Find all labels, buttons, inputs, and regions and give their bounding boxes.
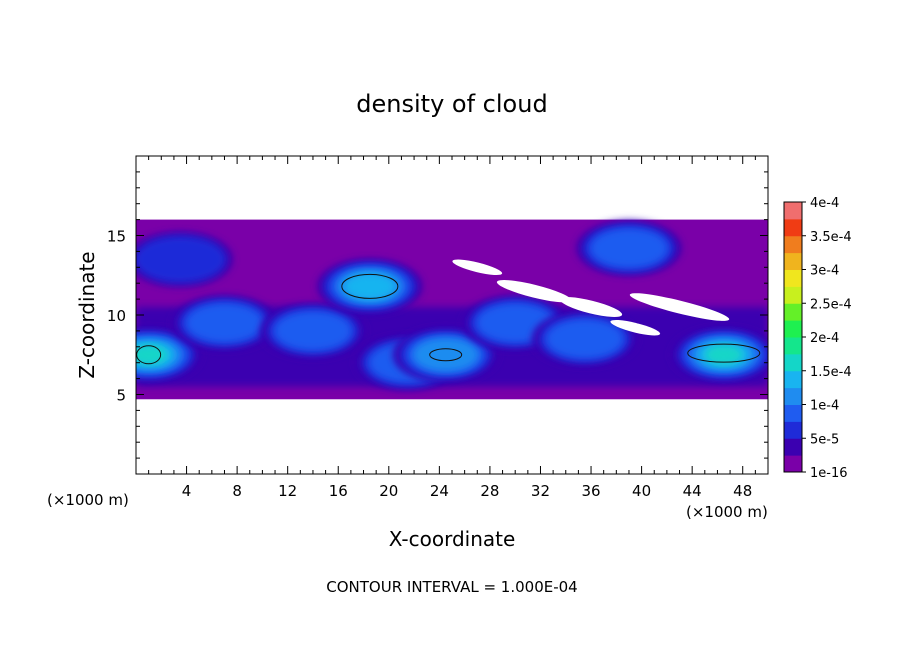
colorbar-label-2: 3e-4 [810,264,839,279]
x-tick-label-12: 12 [278,482,297,500]
colorbar-swatch-12 [784,252,802,270]
cloud-blob-8-level-3 [545,318,624,360]
cloud-blob-10-level-6 [704,344,743,365]
x-tick-label-36: 36 [581,482,600,500]
cloud-blob-0-level-2 [136,235,227,284]
cloud-blob-3-level-3 [273,310,353,352]
colorbar-label-1: 3.5e-4 [810,230,852,245]
y-tick-label-5: 5 [116,387,126,405]
x-tick-label-48: 48 [733,482,752,500]
cloud-blob-2-level-3 [185,302,264,344]
x-tick-label-16: 16 [329,482,348,500]
colorbar-swatch-7 [784,337,802,355]
clear-gap-2 [559,297,623,317]
colorbar-label-7: 5e-5 [810,432,839,447]
colorbar-swatch-8 [784,320,802,338]
colorbar: 4e-4 3.5e-4 3e-4 2.5e-4 2e-4 1.5e-4 1e-4 5e-5 1e… [783,196,852,481]
x-tick-label-20: 20 [379,482,398,500]
colorbar-label-3: 2.5e-4 [810,297,852,312]
colorbar-label-0: 4e-4 [810,196,839,211]
y-axis: 5 10 15 [107,171,768,459]
clear-gaps [452,259,730,336]
colorbar-swatch-13 [784,235,802,254]
clear-gap-4 [610,319,661,336]
x-unit-label: (×1000 m) [686,503,768,521]
colorbar-label-8: 1e-16 [810,466,848,481]
x-tick-label-28: 28 [480,482,499,500]
cloud-blob-4-level-5 [344,273,396,300]
contour-line-3 [136,345,162,365]
y-axis-title: Z-coordinate [75,251,99,378]
heatmap-field [136,219,768,400]
contour-interval-note: CONTOUR INTERVAL = 1.000E-04 [326,578,577,596]
x-tick-label-8: 8 [232,482,242,500]
colorbar-swatch-11 [784,269,802,287]
cloud-blob-6-level-4 [413,337,479,372]
colorbar-swatch-5 [784,370,802,389]
y-tick-label-10: 10 [107,307,126,325]
cloud-blob-9-level-3 [589,227,669,269]
clear-gap-3 [629,293,730,321]
contour-line-0 [341,273,399,299]
colorbar-swatch-3 [784,404,802,422]
x-axis-title: X-coordinate [389,527,516,551]
colorbar-swatch-0 [784,455,802,473]
colorbar-swatch-4 [784,387,802,405]
x-tick-label-4: 4 [182,482,192,500]
colorbar-swatch-2 [784,421,802,439]
x-axis: 4 8 12 16 20 24 28 32 36 40 44 48 [148,156,756,500]
colorbar-label-4: 2e-4 [810,331,839,346]
z-unit-label: (×1000 m) [47,491,129,509]
colorbar-swatch-6 [784,353,802,372]
cloud-blob-1-level-6 [136,344,168,365]
clear-gap-1 [496,279,572,303]
cloud-blobs [136,220,768,391]
colorbar-label-5: 1.5e-4 [810,365,852,380]
colorbar-swatch-9 [784,303,802,321]
x-tick-label-40: 40 [632,482,651,500]
contour-line-2 [687,343,761,363]
clear-gap-0 [452,259,503,276]
x-tick-label-44: 44 [683,482,702,500]
y-tick-label-15: 15 [107,228,126,246]
colorbar-swatch-15 [784,202,802,220]
contour-line-1 [429,348,463,362]
chart-title: density of cloud [356,90,547,118]
colorbar-swatch-1 [784,438,802,456]
x-tick-label-24: 24 [430,482,449,500]
colorbar-swatch-14 [784,218,802,237]
x-tick-label-32: 32 [531,482,550,500]
colorbar-swatch-10 [784,286,802,304]
colorbar-label-6: 1e-4 [810,399,839,414]
